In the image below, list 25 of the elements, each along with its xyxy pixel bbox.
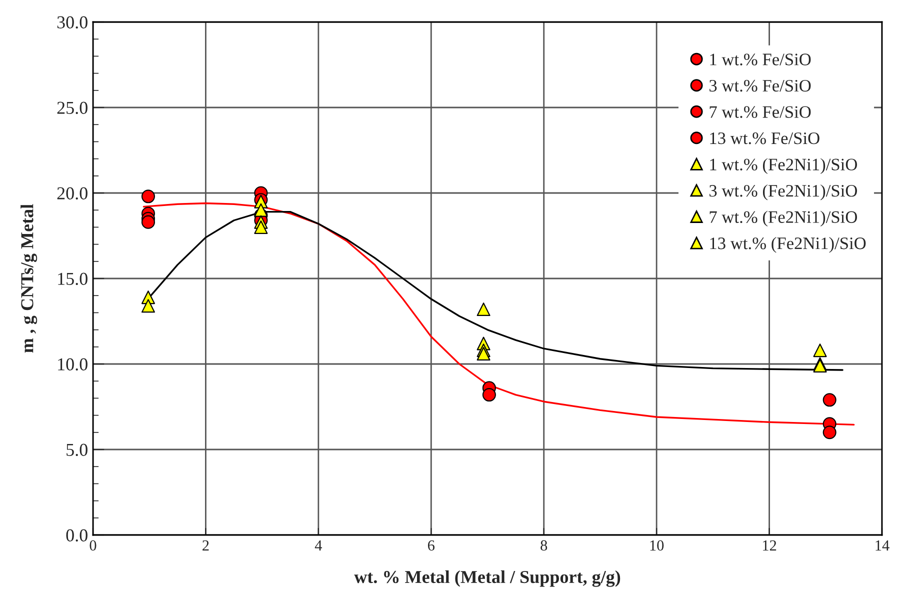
- x-tick-label: 0: [90, 540, 96, 551]
- legend-label: 1 wt.% Fe/SiO: [710, 54, 811, 66]
- legend-label: 1 wt.% (Fe2Ni1)/SiO: [710, 158, 857, 174]
- x-tick-label: 6: [428, 540, 435, 551]
- x-tick-label: 2: [202, 540, 209, 550]
- x-axis-title: wt. % Metal (Metal / Support, g/g): [354, 570, 620, 587]
- legend-label: 3 wt.% Fe/SiO: [710, 80, 811, 92]
- y-axis-title: m , g CNTs/g Metal: [20, 204, 38, 353]
- x-tick-label: 8: [540, 540, 548, 551]
- legend-label: 13 wt.% Fe/SiO: [710, 132, 820, 144]
- legend-label: 3 wt.% (Fe2Ni1)/SiO: [710, 184, 857, 200]
- x-tick-label: 4: [314, 540, 322, 550]
- y-tick-label: 0.0: [66, 529, 88, 542]
- x-tick-label: 12: [762, 540, 776, 550]
- legend-label: 7 wt.% (Fe2Ni1)/SiO: [710, 210, 857, 226]
- x-tick-label: 14: [876, 540, 890, 550]
- legend-label: 13 wt.% (Fe2Ni1)/SiO: [710, 236, 866, 253]
- y-tick-label: 20.0: [57, 187, 88, 200]
- y-tick-label: 5.0: [66, 444, 88, 456]
- y-tick-label: 10.0: [58, 358, 88, 371]
- legend-label: 7 wt.% Fe/SiO: [710, 106, 811, 118]
- y-tick-label: 30.0: [57, 16, 88, 29]
- y-tick-label: 15.0: [58, 272, 88, 286]
- x-tick-label: 10: [650, 540, 664, 551]
- y-tick-label: 25.0: [57, 102, 88, 114]
